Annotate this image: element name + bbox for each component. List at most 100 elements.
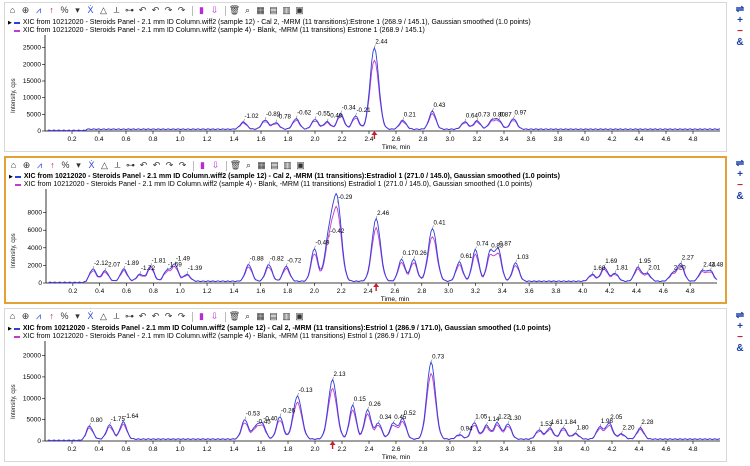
download-icon[interactable]: ⇩ <box>210 5 219 15</box>
link-icon[interactable]: ⊶ <box>126 160 135 170</box>
redo-icon[interactable]: ↷ <box>164 311 173 321</box>
redo2-icon[interactable]: ↷ <box>177 311 186 321</box>
undo-icon[interactable]: ↶ <box>138 5 147 15</box>
arrow-up-icon[interactable]: ↑ <box>49 5 54 15</box>
peak-icon[interactable]: ⩘ <box>36 160 43 170</box>
undo2-icon[interactable]: ↶ <box>152 160 161 170</box>
overlay-button[interactable]: & <box>736 191 744 202</box>
home-icon[interactable]: ⌂ <box>10 160 17 170</box>
redo-icon[interactable]: ↷ <box>164 5 173 15</box>
x-axis-label: Time, min <box>381 296 410 303</box>
percent-icon[interactable]: % <box>60 5 69 15</box>
redo2-icon[interactable]: ↷ <box>178 160 187 170</box>
peak-label: -0.49 <box>315 240 330 247</box>
sample-trace <box>48 192 718 284</box>
search-icon[interactable]: ⌕ <box>244 311 251 321</box>
chromatogram-plot[interactable]: 0 5000 10000 15000 20000 0.2 0.4 0.6 0.8 1.0 1.2 1.… <box>5 327 728 461</box>
window-icon[interactable]: ▣ <box>295 311 304 321</box>
window-icon[interactable]: ▣ <box>296 160 305 170</box>
peak-label: -1.64 <box>124 413 139 420</box>
peak-icon[interactable]: ⩘ <box>35 5 42 15</box>
dropdown-icon[interactable]: ▾ <box>75 311 80 321</box>
peak-label: 0.94 <box>460 426 473 433</box>
peak-label: 1.69 <box>605 258 618 265</box>
delete-icon[interactable]: 🗑 <box>228 311 241 321</box>
undo-icon[interactable]: ↶ <box>139 160 148 170</box>
grid-icon[interactable]: ▦ <box>256 5 265 15</box>
remove-button[interactable]: − <box>737 26 743 37</box>
add-button[interactable]: + <box>737 169 743 180</box>
layout-icon[interactable]: ▥ <box>282 5 291 15</box>
zoom-icon[interactable]: ⊕ <box>21 5 30 15</box>
bar-chart-icon[interactable]: ▮ <box>199 311 204 321</box>
undo2-icon[interactable]: ↶ <box>151 5 160 15</box>
legend-expand-icon[interactable]: ▶ <box>9 174 13 180</box>
delete-icon[interactable]: 🗑 <box>229 160 242 170</box>
redo-icon[interactable]: ↷ <box>165 160 174 170</box>
legend-color-swatch <box>13 30 20 32</box>
bar-chart-icon[interactable]: ▮ <box>199 5 204 15</box>
legend-expand-icon[interactable]: ▶ <box>8 334 12 340</box>
search-icon[interactable]: ⌕ <box>244 5 251 15</box>
triangle-icon[interactable]: △ <box>100 311 107 321</box>
chromatogram-pane-2[interactable]: ⌂ ⊕ ⩘ ↑% ▾ Ẋ △ ⟂ ⊶ ↶ ↶ ↷ ↷ ▮ ⇩ 🗑 ⌕ ▦ ▤ ▥ ▣ ▶ XIC from 1021202… <box>4 156 727 304</box>
legend-expand-icon[interactable]: ▶ <box>8 326 12 332</box>
link-icon[interactable]: ⊶ <box>125 311 134 321</box>
link-icon[interactable]: ⇌ <box>735 4 745 15</box>
chromatogram-plot[interactable]: 0 5000 10000 15000 20000 25000 0.2 0.4 0.6 0.8 1.0… <box>5 21 728 151</box>
grid-icon[interactable]: ▦ <box>256 311 265 321</box>
add-button[interactable]: + <box>737 15 743 26</box>
zoom-icon[interactable]: ⊕ <box>22 160 31 170</box>
baseline-icon[interactable]: ⟂ <box>114 160 121 170</box>
remove-button[interactable]: − <box>737 332 743 343</box>
peak-icon[interactable]: ⩘ <box>35 311 42 321</box>
search-icon[interactable]: ⌕ <box>245 160 252 170</box>
table-icon[interactable]: ▤ <box>270 160 279 170</box>
baseline-icon[interactable]: ⟂ <box>113 5 120 15</box>
triangle-icon[interactable]: △ <box>100 5 107 15</box>
table-icon[interactable]: ▤ <box>269 5 278 15</box>
undo-icon[interactable]: ↶ <box>138 311 147 321</box>
arrow-up-icon[interactable]: ↑ <box>50 160 55 170</box>
triangle-icon[interactable]: △ <box>101 160 108 170</box>
table-icon[interactable]: ▤ <box>269 311 278 321</box>
baseline-icon[interactable]: ⟂ <box>113 311 120 321</box>
xic-icon[interactable]: Ẋ <box>87 5 94 15</box>
download-icon[interactable]: ⇩ <box>210 311 219 321</box>
link-icon[interactable]: ⇌ <box>735 310 745 321</box>
window-icon[interactable]: ▣ <box>295 5 304 15</box>
remove-button[interactable]: − <box>737 180 743 191</box>
legend-expand-icon[interactable]: ▶ <box>8 20 12 26</box>
layout-icon[interactable]: ▥ <box>282 311 291 321</box>
chromatogram-pane-1[interactable]: ⌂ ⊕ ⩘ ↑% ▾ Ẋ △ ⟂ ⊶ ↶ ↶ ↷ ↷ ▮ ⇩ 🗑 ⌕ ▦ ▤ ▥ ▣ ▶ XIC from 1021202… <box>4 2 727 152</box>
undo2-icon[interactable]: ↶ <box>151 311 160 321</box>
arrow-up-icon[interactable]: ↑ <box>49 311 54 321</box>
home-icon[interactable]: ⌂ <box>9 5 16 15</box>
delete-icon[interactable]: 🗑 <box>228 5 241 15</box>
overlay-button[interactable]: & <box>736 343 744 354</box>
dropdown-icon[interactable]: ▾ <box>75 5 80 15</box>
peak-label: 2.27 <box>682 255 695 262</box>
layout-icon[interactable]: ▥ <box>283 160 292 170</box>
percent-icon[interactable]: % <box>61 160 70 170</box>
dropdown-icon[interactable]: ▾ <box>76 160 81 170</box>
legend-expand-icon[interactable]: ▶ <box>9 182 13 188</box>
bar-chart-icon[interactable]: ▮ <box>200 160 205 170</box>
chromatogram-pane-3[interactable]: ⌂ ⊕ ⩘ ↑% ▾ Ẋ △ ⟂ ⊶ ↶ ↶ ↷ ↷ ▮ ⇩ 🗑 ⌕ ▦ ▤ ▥ ▣ ▶ XIC from 1021202… <box>4 308 727 462</box>
peak-label: -1.72 <box>141 265 156 272</box>
legend-expand-icon[interactable]: ▶ <box>8 28 12 34</box>
xic-icon[interactable]: Ẋ <box>87 311 94 321</box>
link-icon[interactable]: ⇌ <box>735 158 745 169</box>
overlay-button[interactable]: & <box>736 37 744 48</box>
redo2-icon[interactable]: ↷ <box>177 5 186 15</box>
grid-icon[interactable]: ▦ <box>257 160 266 170</box>
zoom-icon[interactable]: ⊕ <box>21 311 30 321</box>
home-icon[interactable]: ⌂ <box>9 311 16 321</box>
link-icon[interactable]: ⊶ <box>125 5 134 15</box>
add-button[interactable]: + <box>737 321 743 332</box>
chromatogram-plot[interactable]: 0 2000 4000 6000 8000 0.2 0.4 0.6 0.8 1.0 1.2 1.4 1.… <box>6 175 725 303</box>
download-icon[interactable]: ⇩ <box>211 160 220 170</box>
retention-marker <box>373 283 380 287</box>
xic-icon[interactable]: Ẋ <box>88 160 95 170</box>
percent-icon[interactable]: % <box>60 311 69 321</box>
